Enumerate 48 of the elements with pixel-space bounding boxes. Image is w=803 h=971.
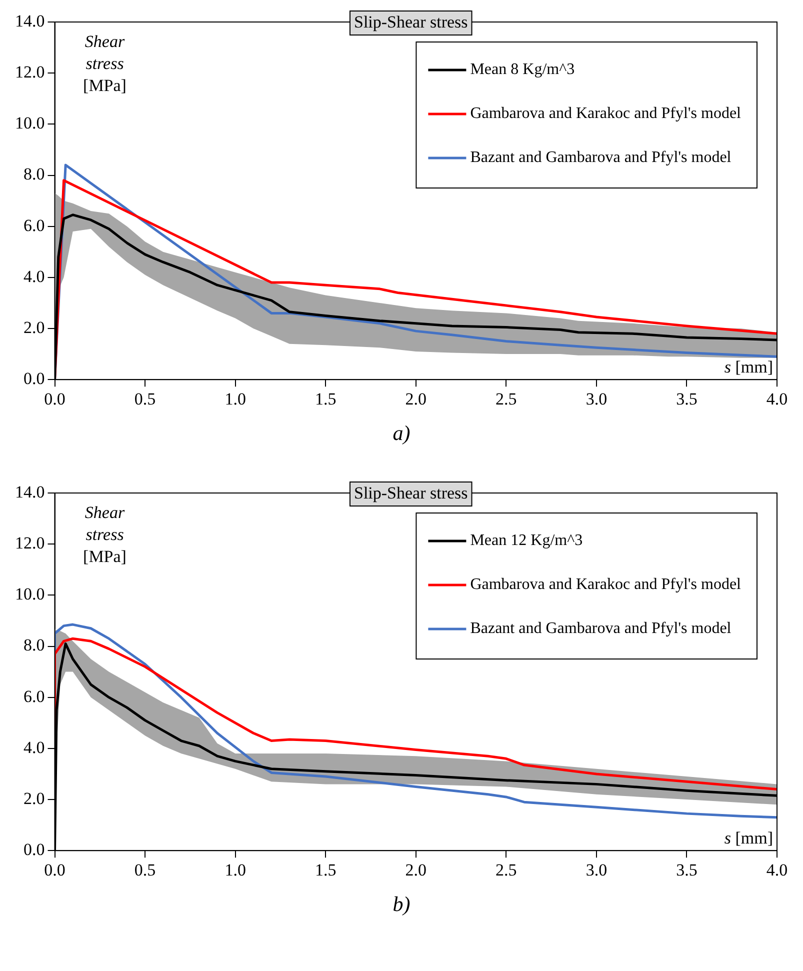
x-tick-label: 1.5	[314, 860, 336, 880]
y-tick-label: 8.0	[24, 636, 45, 655]
y-tick-label: 12.0	[15, 62, 45, 82]
legend-label: Mean 8 Kg/m^3	[470, 61, 575, 78]
x-tick-label: 0.0	[44, 389, 66, 408]
x-tick-label: 4.0	[766, 389, 788, 408]
y-axis-title: Shear stress [MPa]	[83, 502, 126, 566]
y-tick-label: 6.0	[24, 216, 45, 235]
x-tick-label: 2.5	[496, 860, 517, 880]
x-tick-label: 2.5	[496, 389, 517, 408]
x-tick-label: 1.0	[224, 389, 246, 408]
y-tick-label: 2.0	[24, 318, 45, 337]
y-tick-label: 0.0	[24, 840, 45, 860]
x-tick-label: 3.0	[586, 860, 608, 880]
y-tick-label: 2.0	[24, 788, 45, 808]
x-tick-label: 3.0	[586, 389, 608, 408]
x-axis-title: s [mm]	[724, 358, 774, 377]
y-tick-label: 0.0	[24, 369, 45, 388]
x-tick-label: 0.5	[134, 860, 156, 880]
y-tick-label: 12.0	[15, 534, 45, 553]
x-tick-label: 1.5	[314, 389, 336, 408]
legend-label: Gambarova and Karakoc and Pfyl's model	[470, 105, 742, 122]
y-tick-label: 14.0	[15, 11, 45, 30]
y-tick-label: 10.0	[15, 584, 45, 604]
legend-label: Gambarova and Karakoc and Pfyl's model	[470, 576, 742, 594]
chart-title: Slip-Shear stress	[354, 483, 468, 502]
x-tick-label: 4.0	[766, 860, 788, 880]
text: a)	[392, 420, 412, 447]
y-tick-label: 6.0	[24, 686, 45, 706]
x-tick-label: 3.5	[676, 389, 698, 408]
y-tick-label: 14.0	[15, 482, 45, 502]
x-tick-label: 0.5	[134, 389, 156, 408]
legend-label: Bazant and Gambarova and Pfyl's model	[470, 149, 732, 166]
legend-label: Mean 12 Kg/m^3	[470, 532, 583, 550]
y-tick-label: 10.0	[15, 114, 45, 133]
legend-label: Bazant and Gambarova and Pfyl's model	[470, 620, 732, 638]
chart-title: Slip-Shear stress	[354, 12, 468, 32]
x-axis-title: s [mm]	[724, 828, 774, 848]
y-tick-label: 8.0	[24, 164, 45, 184]
x-tick-label: 2.0	[405, 860, 426, 880]
x-tick-label: 1.0	[224, 860, 246, 880]
x-tick-label: 2.0	[405, 389, 426, 408]
x-tick-label: 0.0	[44, 860, 66, 880]
x-tick-label: 3.5	[676, 860, 698, 880]
y-tick-label: 4.0	[24, 738, 45, 757]
y-axis-title: Shear stress [MPa]	[83, 32, 126, 95]
y-tick-label: 4.0	[24, 266, 45, 286]
text: b)	[392, 891, 412, 918]
